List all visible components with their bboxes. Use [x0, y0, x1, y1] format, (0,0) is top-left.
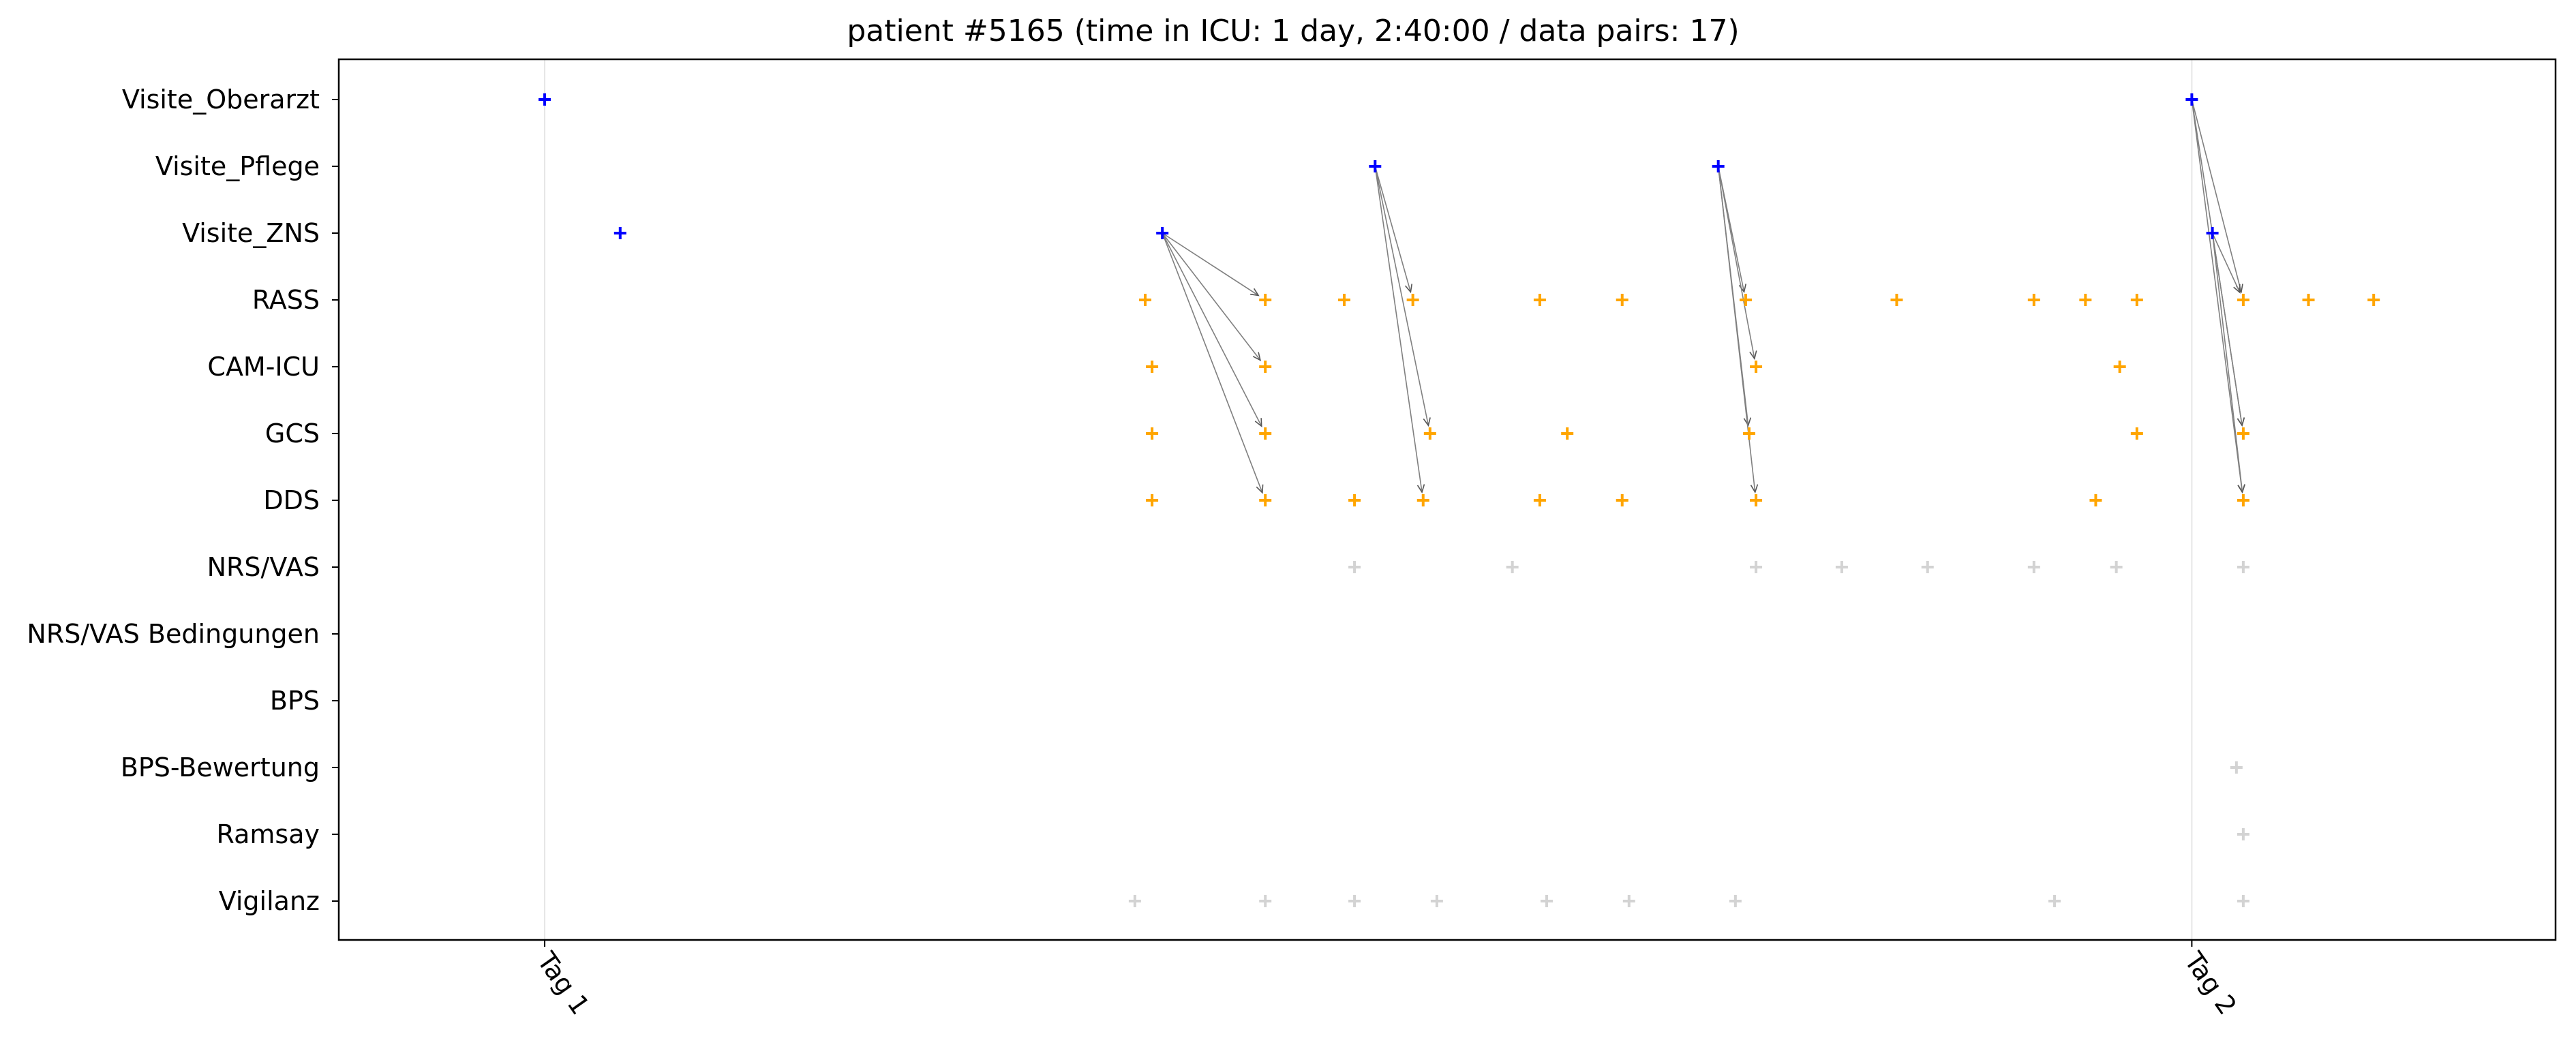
xtick-label-tag-1: Tag 1 — [531, 946, 595, 1020]
paired-marker-gcs-18 — [1146, 427, 1159, 440]
paired-marker-gcs-23 — [2130, 427, 2143, 440]
pairing-arrow-10 — [1717, 166, 1759, 493]
paired-marker-dds-28 — [1416, 494, 1429, 506]
visit-marker-visite-zns-4 — [613, 227, 626, 239]
paired-marker-rass-0 — [1139, 294, 1151, 306]
paired-marker-dds-30 — [1616, 494, 1628, 506]
paired-marker-cam-icu-14 — [1146, 361, 1159, 373]
ytick-label-bps: BPS — [270, 686, 320, 716]
unpaired-marker-nrs-vas-4 — [1921, 561, 1934, 573]
paired-marker-cam-icu-16 — [1750, 361, 1763, 373]
ytick-label-dds: DDS — [263, 485, 320, 515]
ytick-label-nrs-vas: NRS/VAS — [207, 552, 320, 582]
paired-marker-gcs-19 — [1259, 427, 1272, 440]
y-axis: Visite_Oberarzt Visite_Pflege Visite_ZNS RA… — [27, 85, 339, 916]
paired-marker-dds-26 — [1259, 494, 1272, 506]
pairing-arrow-0 — [1162, 232, 1260, 297]
pairing-arrow-11 — [2191, 99, 2243, 294]
ytick-label-visite-oberarzt: Visite_Oberarzt — [122, 85, 320, 115]
paired-marker-rass-1 — [1259, 294, 1272, 306]
pairing-arrow-15 — [2211, 232, 2245, 427]
ytick-label-rass: RASS — [252, 285, 320, 315]
paired-marker-gcs-21 — [1561, 427, 1574, 440]
ytick-label-visite-zns: Visite_ZNS — [182, 218, 320, 248]
paired-marker-rass-5 — [1616, 294, 1628, 306]
ytick-label-bps-bewertung: BPS-Bewertung — [121, 752, 320, 782]
ytick-label-nrs-vas-bedingungen: NRS/VAS Bedingungen — [27, 619, 320, 649]
visit-marker-visite-zns-5 — [1156, 227, 1169, 239]
visit-marker-visite-pflege-2 — [1369, 160, 1382, 172]
unpaired-marker-nrs-vas-0 — [1348, 561, 1361, 573]
unpaired-marker-vigilanz-14 — [1540, 895, 1553, 907]
paired-marker-gcs-24 — [2237, 427, 2249, 440]
ytick-label-visite-pflege: Visite_Pflege — [155, 151, 320, 181]
paired-marker-dds-27 — [1348, 494, 1361, 506]
pairing-arrow-1 — [1162, 232, 1262, 362]
pairing-arrows — [1162, 99, 2245, 494]
unpaired-marker-nrs-vas-3 — [1835, 561, 1848, 573]
vertical-gridlines — [544, 59, 2193, 940]
paired-marker-gcs-20 — [1423, 427, 1436, 440]
ytick-label-gcs: GCS — [265, 419, 320, 449]
pairing-arrow-3 — [1162, 232, 1264, 494]
unpaired-marker-nrs-vas-1 — [1506, 561, 1519, 573]
paired-marker-cam-icu-17 — [2113, 361, 2126, 373]
paired-marker-rass-2 — [1337, 294, 1350, 306]
chart-title: patient #5165 (time in ICU: 1 day, 2:40:… — [847, 14, 1739, 48]
xtick-label-tag-2: Tag 2 — [2178, 946, 2242, 1020]
paired-marker-rass-11 — [2237, 294, 2249, 306]
pairing-arrow-5 — [1374, 166, 1431, 427]
paired-marker-cam-icu-15 — [1259, 361, 1272, 373]
unpaired-marker-vigilanz-13 — [1430, 895, 1443, 907]
pairing-arrow-8 — [1717, 166, 1757, 361]
visit-marker-visite-oberarzt-1 — [2185, 93, 2198, 106]
unpaired-marker-vigilanz-15 — [1622, 895, 1635, 907]
pairing-arrow-16 — [2211, 232, 2245, 493]
unpaired-marker-nrs-vas-5 — [2027, 561, 2040, 573]
paired-marker-rass-12 — [2302, 294, 2315, 306]
pairing-arrow-6 — [1374, 166, 1425, 494]
plot-area-frame — [337, 58, 2557, 941]
pairing-arrow-4 — [1374, 166, 1413, 294]
paired-marker-dds-29 — [1533, 494, 1546, 506]
paired-marker-rass-10 — [2130, 294, 2143, 306]
pairing-arrow-2 — [1162, 232, 1262, 428]
paired-marker-rass-4 — [1533, 294, 1546, 306]
paired-marker-gcs-22 — [1743, 427, 1755, 440]
unpaired-marker-vigilanz-11 — [1259, 895, 1272, 907]
ytick-label-ramsay: Ramsay — [217, 819, 320, 849]
paired-marker-dds-32 — [2089, 494, 2102, 506]
x-axis: Tag 1 Tag 2 — [531, 940, 2243, 1020]
ytick-label-vigilanz: Vigilanz — [219, 886, 320, 916]
pairing-arrow-13 — [2191, 99, 2245, 494]
unpaired-marker-vigilanz-12 — [1348, 895, 1361, 907]
unpaired-marker-vigilanz-18 — [2237, 895, 2249, 907]
ytick-label-cam-icu: CAM-ICU — [207, 352, 320, 382]
pairing-arrow-14 — [2211, 232, 2241, 294]
paired-marker-rass-7 — [1890, 294, 1903, 306]
unpaired-marker-vigilanz-10 — [1128, 895, 1141, 907]
unpaired-marker-nrs-vas-2 — [1750, 561, 1763, 573]
paired-marker-dds-31 — [1750, 494, 1763, 506]
paired-marker-rass-9 — [2079, 294, 2092, 306]
visit-marker-visite-oberarzt-0 — [539, 93, 551, 106]
unpaired-marker-vigilanz-16 — [1729, 895, 1742, 907]
paired-marker-rass-3 — [1406, 294, 1419, 306]
paired-marker-rass-13 — [2367, 294, 2380, 306]
unpaired-marker-nrs-vas-7 — [2237, 561, 2249, 573]
data-markers — [539, 93, 2380, 907]
visit-marker-visite-zns-6 — [2206, 227, 2219, 239]
unpaired-marker-nrs-vas-6 — [2110, 561, 2123, 573]
unpaired-marker-ramsay-9 — [2237, 828, 2249, 840]
paired-marker-dds-33 — [2237, 494, 2249, 506]
paired-marker-rass-8 — [2027, 294, 2040, 306]
visit-marker-visite-pflege-3 — [1712, 160, 1725, 172]
unpaired-marker-vigilanz-17 — [2048, 895, 2061, 907]
paired-marker-dds-25 — [1146, 494, 1159, 506]
paired-marker-rass-6 — [1739, 294, 1752, 306]
unpaired-marker-bps-bewertung-8 — [2230, 761, 2243, 774]
